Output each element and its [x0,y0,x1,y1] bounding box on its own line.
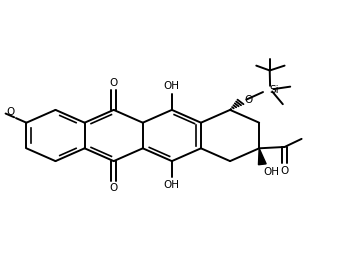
Polygon shape [258,148,266,165]
Text: O: O [110,183,118,193]
Text: OH: OH [164,180,180,190]
Text: O: O [280,166,289,176]
Text: OH: OH [164,81,180,91]
Text: O: O [110,78,118,88]
Text: O: O [6,107,14,117]
Text: O: O [244,95,252,105]
Text: OH: OH [264,167,280,177]
Text: Si: Si [269,85,279,95]
